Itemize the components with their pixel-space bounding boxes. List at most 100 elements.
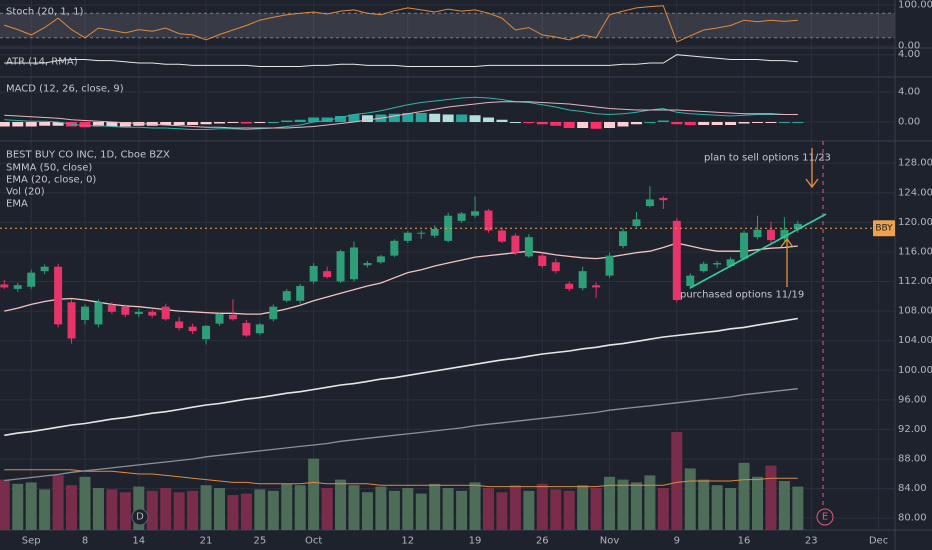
volume-bar xyxy=(39,489,51,530)
histogram-bar xyxy=(456,114,468,122)
x-tick-label: Oct xyxy=(305,536,322,547)
y-tick-label: 0.00 xyxy=(898,117,920,128)
candle-body xyxy=(54,266,63,325)
histogram-bar xyxy=(577,122,589,128)
candle-body xyxy=(390,240,399,256)
histogram-bar xyxy=(523,122,535,123)
volume-bar xyxy=(375,486,387,530)
candle-body xyxy=(619,231,627,247)
candle-body xyxy=(511,235,520,253)
event-marker[interactable] xyxy=(131,508,149,526)
y-tick-label: 104.00 xyxy=(898,335,932,346)
panes xyxy=(0,5,895,131)
histogram-bar xyxy=(227,122,239,123)
candle-body xyxy=(793,223,802,230)
candle-body xyxy=(40,266,49,272)
candle-body xyxy=(67,302,76,339)
event-marker[interactable] xyxy=(816,508,834,526)
volume-bar xyxy=(173,492,185,530)
volume-bar xyxy=(200,485,212,530)
volume-bar xyxy=(240,493,252,530)
volume-bar xyxy=(792,486,804,530)
candle-body xyxy=(430,229,439,236)
histogram-bar xyxy=(106,122,118,127)
volume-bar xyxy=(536,483,548,530)
histogram-bar xyxy=(725,122,737,125)
volume-bar xyxy=(214,488,225,530)
trend-line xyxy=(689,213,827,289)
volume-bar xyxy=(119,492,131,530)
volume-bar xyxy=(509,485,521,530)
histogram-bar xyxy=(308,117,320,122)
volume-bar xyxy=(187,490,199,530)
candle-body xyxy=(578,271,587,289)
volume-bar xyxy=(160,488,172,530)
histogram-bar xyxy=(698,122,710,125)
histogram-bar xyxy=(483,117,494,122)
volume-bar xyxy=(738,462,750,530)
legend-entry: ATR (14, RMA) xyxy=(6,57,78,68)
candle-body xyxy=(202,325,211,340)
histogram-bar xyxy=(509,122,521,123)
histogram-bar xyxy=(388,113,400,122)
candle-body xyxy=(228,314,237,320)
volume-bar xyxy=(765,465,777,530)
volume-bar xyxy=(146,490,158,530)
histogram-bar xyxy=(321,117,333,122)
histogram-bar xyxy=(39,122,51,126)
candle-body xyxy=(336,251,345,282)
candle-body xyxy=(457,213,466,221)
price-tag-label: BBY xyxy=(875,223,893,233)
candle-body xyxy=(403,232,412,241)
histogram-bar xyxy=(617,122,629,127)
y-tick-label: 108.00 xyxy=(898,306,932,317)
histogram-bar xyxy=(12,122,24,127)
macd-line xyxy=(4,96,798,131)
overlay-line xyxy=(4,388,798,482)
volume-bar xyxy=(361,492,373,530)
sell-arrowhead xyxy=(805,178,819,189)
overlay-line xyxy=(4,242,798,315)
histogram-bar xyxy=(240,122,252,124)
histogram-bar xyxy=(335,116,347,122)
legend-entry: MACD (12, 26, close, 9) xyxy=(6,84,124,95)
volume-bar xyxy=(617,479,629,530)
volume-bar xyxy=(630,482,642,530)
candle-body xyxy=(497,230,506,242)
volume-bar xyxy=(25,482,37,530)
candle-body xyxy=(242,322,251,336)
histogram-bar xyxy=(765,122,777,123)
volume-bar xyxy=(321,488,333,530)
histogram-bar xyxy=(496,119,508,122)
candle-body xyxy=(686,275,695,286)
candle-body xyxy=(632,219,641,227)
volume-bar xyxy=(281,483,293,530)
overlay-line xyxy=(4,317,798,437)
candle-body xyxy=(282,291,291,301)
volume-bar xyxy=(456,490,468,530)
histogram-bar xyxy=(711,122,723,125)
histogram-bar xyxy=(281,120,293,122)
volume-bar xyxy=(254,489,266,530)
volume-bar xyxy=(698,479,710,530)
volume-ma-line xyxy=(4,469,798,488)
candle-body xyxy=(350,247,358,280)
candle-body xyxy=(605,255,614,276)
candle-body xyxy=(565,283,574,289)
histogram-bar xyxy=(25,122,37,127)
y-tick-label: 100.00 xyxy=(898,365,932,376)
candle-body xyxy=(296,285,305,301)
candle-body xyxy=(551,262,560,272)
volume-bar xyxy=(12,483,24,530)
volume-bar xyxy=(79,476,91,530)
volume-bar xyxy=(92,488,104,530)
volume-bar xyxy=(227,495,239,530)
annotation: plan to sell options 11/23 xyxy=(704,153,831,164)
x-tick-label: 25 xyxy=(253,536,266,547)
legend-entry: Vol (20) xyxy=(6,187,45,198)
candle-body xyxy=(753,229,762,238)
candle-body xyxy=(672,220,681,301)
volume-bar xyxy=(778,481,790,530)
candle-body xyxy=(780,229,789,239)
volume-bar xyxy=(577,485,589,530)
